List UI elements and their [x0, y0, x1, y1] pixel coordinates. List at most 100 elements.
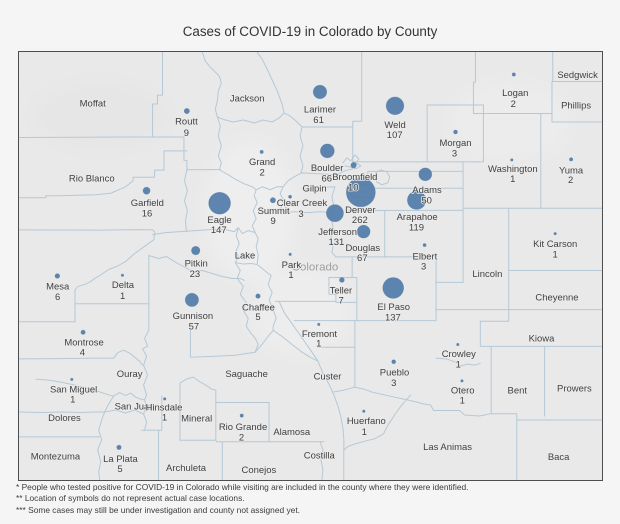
svg-text:1: 1 — [460, 395, 465, 406]
svg-text:Delta: Delta — [112, 280, 135, 291]
svg-text:57: 57 — [189, 321, 200, 332]
svg-text:1: 1 — [70, 394, 75, 405]
svg-text:Montezuma: Montezuma — [31, 451, 81, 462]
svg-text:147: 147 — [211, 225, 227, 236]
svg-text:Las Animas: Las Animas — [423, 442, 472, 453]
svg-text:Yuma: Yuma — [559, 165, 584, 176]
svg-text:6: 6 — [55, 292, 60, 303]
svg-text:Huerfano: Huerfano — [347, 416, 386, 427]
svg-text:5: 5 — [117, 464, 122, 475]
svg-text:137: 137 — [385, 313, 401, 324]
svg-text:Garfield: Garfield — [131, 198, 164, 209]
svg-text:119: 119 — [409, 223, 424, 234]
svg-text:Arapahoe: Arapahoe — [397, 212, 438, 223]
svg-text:Pueblo: Pueblo — [380, 367, 409, 378]
svg-text:Sedgwick: Sedgwick — [557, 70, 598, 81]
svg-text:Summit: Summit — [258, 206, 290, 217]
svg-text:Costilla: Costilla — [304, 450, 336, 461]
svg-text:3: 3 — [391, 378, 396, 389]
svg-text:Ouray: Ouray — [117, 369, 143, 380]
svg-text:Denver: Denver — [345, 205, 375, 216]
svg-text:66: 66 — [321, 173, 332, 184]
svg-text:Rio Blanco: Rio Blanco — [69, 173, 115, 184]
svg-text:2: 2 — [568, 175, 573, 186]
svg-text:Cheyenne: Cheyenne — [535, 293, 578, 304]
svg-text:Broomfield: Broomfield — [332, 172, 377, 183]
svg-text:9: 9 — [270, 216, 275, 227]
svg-text:262: 262 — [352, 215, 368, 226]
svg-text:Jefferson: Jefferson — [318, 227, 357, 238]
svg-text:Dolores: Dolores — [48, 413, 81, 424]
svg-text:67: 67 — [357, 253, 368, 264]
svg-text:Jackson: Jackson — [230, 94, 265, 105]
svg-text:La Plata: La Plata — [103, 454, 138, 465]
svg-text:Routt: Routt — [175, 116, 198, 127]
svg-text:Adams: Adams — [412, 185, 442, 196]
svg-text:Washington: Washington — [488, 164, 538, 175]
svg-text:Otero: Otero — [451, 386, 475, 397]
svg-text:Moffat: Moffat — [80, 99, 106, 110]
svg-text:Lincoln: Lincoln — [472, 269, 502, 280]
svg-text:107: 107 — [387, 130, 403, 141]
svg-text:Boulder: Boulder — [311, 163, 344, 174]
svg-text:1: 1 — [162, 413, 167, 424]
svg-text:Douglas: Douglas — [345, 243, 380, 254]
svg-text:1: 1 — [510, 174, 515, 185]
svg-text:2: 2 — [260, 167, 265, 178]
svg-text:Bent: Bent — [508, 385, 528, 396]
svg-text:Logan: Logan — [502, 88, 528, 99]
svg-text:2: 2 — [239, 433, 244, 444]
svg-text:Alamosa: Alamosa — [273, 427, 311, 438]
svg-text:61: 61 — [313, 115, 324, 126]
svg-text:Archuleta: Archuleta — [166, 463, 207, 474]
svg-text:Park: Park — [282, 260, 302, 271]
svg-text:Elbert: Elbert — [413, 252, 438, 263]
svg-text:2: 2 — [511, 99, 516, 110]
svg-text:1: 1 — [120, 291, 125, 302]
svg-text:1: 1 — [456, 359, 461, 370]
svg-text:Conejos: Conejos — [242, 465, 277, 476]
svg-text:Weld: Weld — [384, 120, 405, 131]
svg-text:Custer: Custer — [314, 371, 342, 382]
svg-text:Montrose: Montrose — [64, 338, 103, 349]
svg-text:Rio Grande: Rio Grande — [219, 422, 267, 433]
svg-text:Clear Creek: Clear Creek — [277, 198, 328, 209]
svg-text:Crowley: Crowley — [442, 349, 476, 360]
svg-text:1: 1 — [553, 249, 558, 260]
svg-text:9: 9 — [184, 128, 189, 139]
svg-text:San Miguel: San Miguel — [50, 384, 97, 395]
svg-text:Phillips: Phillips — [561, 101, 591, 112]
svg-text:San Juan: San Juan — [115, 401, 155, 412]
svg-text:Fremont: Fremont — [302, 329, 338, 340]
svg-text:Teller: Teller — [330, 286, 353, 297]
svg-text:1: 1 — [288, 270, 293, 281]
svg-text:Colorado: Colorado — [292, 261, 338, 273]
svg-text:Kit Carson: Kit Carson — [533, 239, 577, 250]
svg-text:Mineral: Mineral — [181, 414, 212, 425]
svg-text:Lake: Lake — [235, 250, 256, 261]
svg-text:1: 1 — [362, 427, 367, 438]
svg-text:16: 16 — [142, 209, 153, 220]
svg-text:50: 50 — [421, 196, 432, 207]
svg-text:El Paso: El Paso — [377, 302, 410, 313]
svg-text:7: 7 — [338, 295, 343, 306]
svg-text:1: 1 — [316, 339, 321, 350]
svg-text:Gilpin: Gilpin — [303, 183, 327, 194]
svg-text:Larimer: Larimer — [304, 105, 336, 116]
svg-text:Morgan: Morgan — [439, 138, 471, 149]
svg-text:Chaffee: Chaffee — [242, 302, 275, 313]
svg-text:Gunnison: Gunnison — [173, 311, 213, 322]
svg-text:3: 3 — [421, 261, 426, 272]
svg-text:Prowers: Prowers — [557, 384, 592, 395]
svg-text:4: 4 — [80, 347, 85, 358]
svg-text:Pitkin: Pitkin — [185, 258, 208, 269]
svg-text:Grand: Grand — [249, 157, 275, 168]
svg-text:3: 3 — [298, 209, 303, 220]
svg-text:Baca: Baca — [548, 452, 570, 463]
svg-text:131: 131 — [329, 237, 345, 248]
svg-text:Kiowa: Kiowa — [529, 334, 555, 345]
svg-text:Mesa: Mesa — [46, 281, 70, 292]
svg-text:5: 5 — [255, 312, 260, 323]
svg-text:3: 3 — [452, 148, 457, 159]
svg-text:Hinsdale: Hinsdale — [146, 402, 183, 413]
